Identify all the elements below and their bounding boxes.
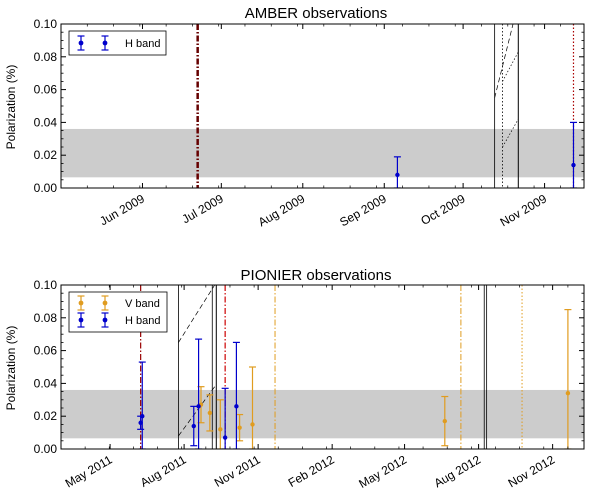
pionier-xtick-label: Aug 2011 xyxy=(138,452,189,490)
pionier-legend-box xyxy=(68,291,168,333)
amber-ytick-label: 0.06 xyxy=(34,83,58,97)
pionier-v-band-point xyxy=(248,366,256,449)
pionier-xtick-label: Feb 2012 xyxy=(286,452,337,490)
amber-legend: H band xyxy=(68,30,167,56)
amber-xtick-label: Jun 2009 xyxy=(97,191,147,228)
amber-guide-line xyxy=(494,24,514,98)
pionier-v-band-point xyxy=(564,309,572,449)
pionier-xtick-label: Nov 2011 xyxy=(212,452,263,490)
pionier-variability-band xyxy=(61,389,584,439)
amber-xtick-label: Sep 2009 xyxy=(337,191,389,229)
amber-ytick-label: 0.00 xyxy=(34,181,58,195)
pionier-ytick-label: 0.00 xyxy=(34,442,58,456)
pionier-ytick-label: 0.02 xyxy=(34,409,58,423)
pionier-h-band-point xyxy=(232,341,240,449)
pionier-v-band-point xyxy=(236,413,244,442)
pionier-ytick-label: 0.06 xyxy=(34,344,58,358)
pionier-xtick-label: Aug 2012 xyxy=(432,452,484,490)
pionier-v-band-point xyxy=(216,399,224,449)
amber-ytick-label: 0.10 xyxy=(34,17,58,31)
amber-xtick-label: Jul 2009 xyxy=(180,191,227,226)
amber-ytick-label: 0.08 xyxy=(34,50,58,64)
pionier-h-band-point xyxy=(221,387,229,449)
pionier-h-band-point xyxy=(190,405,198,447)
pionier-h-band-point xyxy=(138,361,146,449)
amber-h-band-point xyxy=(569,121,577,188)
pionier-ytick-label: 0.08 xyxy=(34,311,58,325)
pionier-panel: PIONIER observations Polarization (%) 0.… xyxy=(4,267,585,491)
pionier-v-band-point xyxy=(206,394,214,432)
amber-panel: AMBER observations Polarization (%) 0.00… xyxy=(4,5,585,229)
amber-xtick-label: Nov 2009 xyxy=(498,191,550,229)
amber-legend-box xyxy=(68,30,167,56)
amber-ytick-label: 0.02 xyxy=(34,148,58,162)
amber-ylabel: Polarization (%) xyxy=(4,65,18,150)
pionier-legend-label-h: H band xyxy=(125,315,160,327)
amber-legend-label-h: H band xyxy=(125,38,160,50)
pionier-v-band-point xyxy=(441,395,449,447)
amber-title: AMBER observations xyxy=(245,5,388,22)
pionier-ylabel: Polarization (%) xyxy=(4,326,18,411)
pionier-legend-symbol-v xyxy=(77,295,109,311)
amber-xtick-label: Aug 2009 xyxy=(256,191,308,229)
pionier-xtick-label: May 2012 xyxy=(356,452,409,491)
amber-ytick-label: 0.04 xyxy=(34,115,58,129)
pionier-legend-label-v: V band xyxy=(125,298,160,310)
pionier-xtick-label: Nov 2012 xyxy=(506,452,558,490)
pionier-h-band-point xyxy=(195,338,203,449)
amber-variability-band xyxy=(61,128,584,178)
pionier-title: PIONIER observations xyxy=(241,267,392,284)
amber-legend-symbol-h xyxy=(77,35,109,51)
pionier-legend: V band H band xyxy=(68,291,168,333)
pionier-ytick-label: 0.10 xyxy=(34,278,58,292)
amber-h-band-point xyxy=(393,156,401,188)
amber-xtick-label: Oct 2009 xyxy=(418,191,467,228)
pionier-guide-line xyxy=(178,285,215,343)
pionier-ytick-label: 0.04 xyxy=(34,376,58,390)
pionier-legend-symbol-h xyxy=(77,312,109,328)
pionier-xtick-label: May 2011 xyxy=(63,452,115,490)
